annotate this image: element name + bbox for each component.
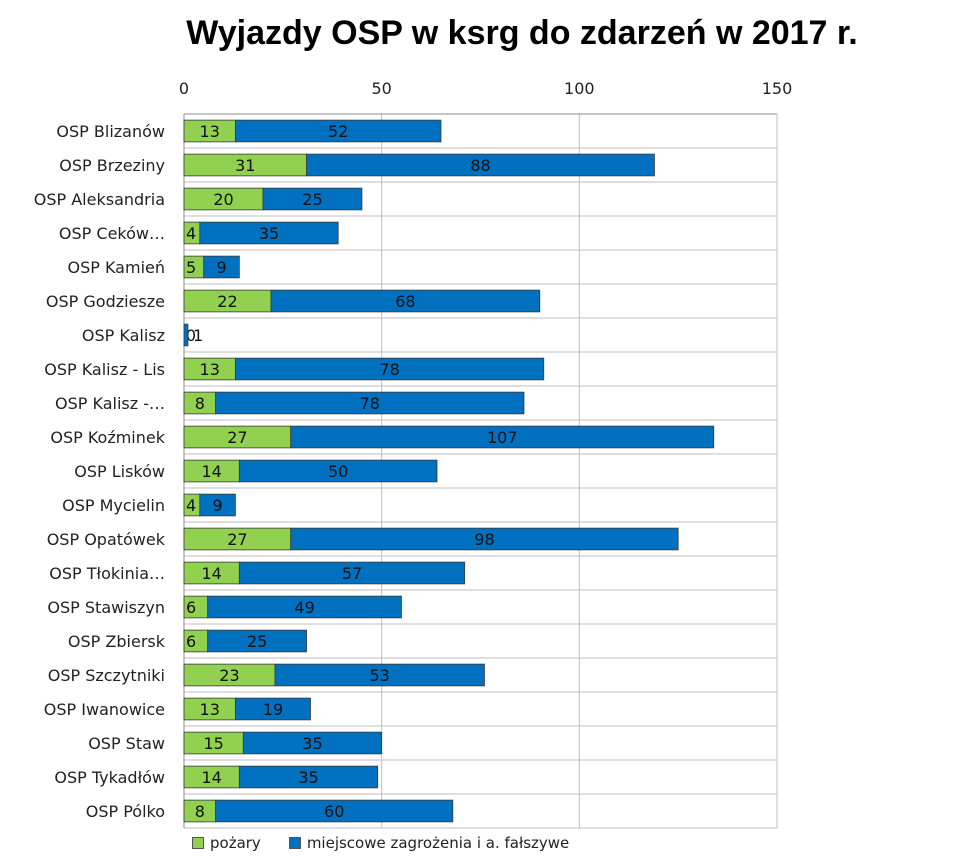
- category-label-16: OSP Szczytniki: [48, 666, 165, 685]
- category-label-15: OSP Zbiersk: [68, 632, 166, 651]
- category-label-1: OSP Brzeziny: [59, 156, 165, 175]
- data-label-0-11: 4: [186, 496, 196, 515]
- bar-1-6: [183, 323, 189, 347]
- data-label-0-0: 13: [200, 122, 220, 141]
- category-label-5: OSP Godziesze: [46, 292, 165, 311]
- bar-1-2: [262, 187, 363, 211]
- data-label-1-7: 78: [379, 360, 399, 379]
- data-label-0-17: 13: [200, 700, 220, 719]
- category-label-20: OSP Pólko: [86, 802, 165, 821]
- legend-item-miejscowe: miejscowe zagrożenia i a. fałszywe: [288, 834, 570, 852]
- data-label-1-8: 78: [360, 394, 380, 413]
- bar-1-15: [207, 629, 307, 653]
- data-label-1-0: 52: [328, 122, 348, 141]
- bar-1-8: [215, 391, 525, 415]
- data-label-0-2: 20: [213, 190, 233, 209]
- bar-1-12: [290, 527, 679, 551]
- category-label-8: OSP Kalisz -…: [55, 394, 165, 413]
- legend-label-miejscowe: miejscowe zagrożenia i a. fałszywe: [306, 834, 570, 852]
- data-label-1-1: 88: [470, 156, 490, 175]
- bar-1-7: [234, 357, 545, 381]
- data-label-0-6: 0: [186, 326, 196, 345]
- data-label-1-12: 98: [474, 530, 494, 549]
- category-label-2: OSP Aleksandria: [34, 190, 165, 209]
- data-label-1-20: 60: [324, 802, 344, 821]
- data-label-0-5: 22: [217, 292, 237, 311]
- bar-1-3: [199, 221, 339, 245]
- data-label-0-3: 4: [186, 224, 196, 243]
- data-label-1-19: 35: [298, 768, 318, 787]
- bar-1-13: [238, 561, 466, 585]
- x-tick-label-2: 100: [564, 79, 595, 98]
- category-label-6: OSP Kalisz: [82, 326, 165, 345]
- category-label-0: OSP Blizanów: [56, 122, 165, 141]
- data-label-0-18: 15: [203, 734, 223, 753]
- data-label-0-16: 23: [219, 666, 239, 685]
- bar-1-1: [306, 153, 655, 177]
- data-label-1-3: 35: [259, 224, 279, 243]
- data-label-1-17: 19: [263, 700, 283, 719]
- data-label-1-9: 107: [487, 428, 518, 447]
- data-label-1-16: 53: [370, 666, 390, 685]
- category-label-18: OSP Staw: [88, 734, 165, 753]
- data-label-0-1: 31: [235, 156, 255, 175]
- category-label-4: OSP Kamień: [67, 258, 165, 277]
- x-tick-label-0: 0: [179, 79, 189, 98]
- bar-1-10: [238, 459, 438, 483]
- data-label-0-9: 27: [227, 428, 247, 447]
- data-label-1-11: 9: [213, 496, 223, 515]
- category-label-9: OSP Koźminek: [50, 428, 165, 447]
- data-label-0-13: 14: [201, 564, 221, 583]
- bar-1-5: [270, 289, 541, 313]
- legend-item-pozary: pożary: [192, 834, 261, 852]
- legend-swatch-pozary: [192, 837, 204, 849]
- category-label-13: OSP Tłokinia…: [49, 564, 165, 583]
- bar-1-0: [234, 119, 442, 143]
- bar-1-18: [242, 731, 383, 755]
- category-label-3: OSP Ceków…: [59, 224, 165, 243]
- category-label-19: OSP Tykadłów: [54, 768, 165, 787]
- bar-1-19: [238, 765, 379, 789]
- bar-1-4: [203, 255, 240, 279]
- category-label-11: OSP Mycielin: [62, 496, 165, 515]
- category-label-14: OSP Stawiszyn: [47, 598, 165, 617]
- x-tick-label-3: 150: [762, 79, 793, 98]
- bar-1-9: [290, 425, 715, 449]
- data-label-0-7: 13: [200, 360, 220, 379]
- data-label-1-4: 9: [216, 258, 226, 277]
- data-label-1-13: 57: [342, 564, 362, 583]
- data-label-0-8: 8: [195, 394, 205, 413]
- data-label-0-14: 6: [186, 598, 196, 617]
- legend-swatch-miejscowe: [288, 837, 301, 849]
- legend: pożary miejscowe zagrożenia i a. fałszyw…: [192, 834, 597, 852]
- category-label-12: OSP Opatówek: [47, 530, 166, 549]
- bar-1-20: [215, 799, 454, 823]
- data-label-0-10: 14: [201, 462, 221, 481]
- data-label-1-5: 68: [395, 292, 415, 311]
- data-label-0-12: 27: [227, 530, 247, 549]
- category-label-10: OSP Lisków: [74, 462, 165, 481]
- data-label-0-4: 5: [186, 258, 196, 277]
- data-label-1-10: 50: [328, 462, 348, 481]
- bar-1-17: [234, 697, 311, 721]
- chart-title: Wyjazdy OSP w ksrg do zdarzeń w 2017 r.: [186, 14, 858, 52]
- data-label-1-14: 49: [294, 598, 314, 617]
- x-tick-label-1: 50: [371, 79, 391, 98]
- data-label-1-2: 25: [302, 190, 322, 209]
- data-label-0-15: 6: [186, 632, 196, 651]
- data-label-1-15: 25: [247, 632, 267, 651]
- legend-label-pozary: pożary: [210, 834, 261, 852]
- data-label-1-18: 35: [302, 734, 322, 753]
- data-label-0-20: 8: [195, 802, 205, 821]
- data-label-0-19: 14: [201, 768, 221, 787]
- data-label-1-6: 1: [193, 326, 203, 345]
- bar-1-16: [274, 663, 485, 687]
- category-label-17: OSP Iwanowice: [44, 700, 165, 719]
- bar-1-11: [199, 493, 236, 517]
- category-label-7: OSP Kalisz - Lis: [44, 360, 165, 379]
- bar-1-14: [207, 595, 402, 619]
